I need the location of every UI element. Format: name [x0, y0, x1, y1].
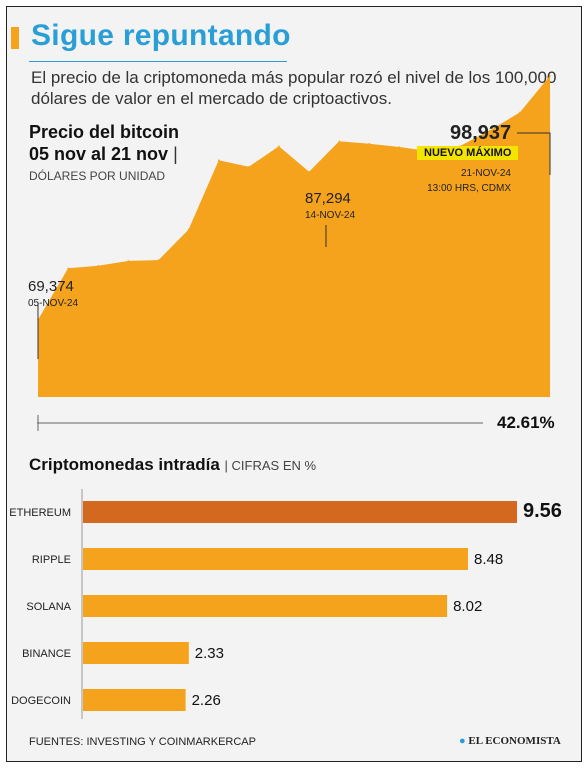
- price-point: [127, 260, 130, 262]
- new-high-badge: NUEVO MÁXIMO: [417, 146, 519, 160]
- publisher-name: EL ECONOMISTA: [468, 735, 561, 747]
- line-chart-title-line1: Precio del bitcoin: [29, 122, 180, 142]
- mid-value-label: 87,294: [305, 190, 351, 207]
- bar-ripple: [83, 548, 468, 570]
- price-point: [368, 142, 371, 145]
- value-label: 8.02: [453, 598, 482, 615]
- price-point: [217, 159, 220, 162]
- price-point: [488, 129, 491, 132]
- page-subtitle: El precio de la criptomoneda más popular…: [31, 68, 557, 108]
- bar-dogecoin: [83, 689, 186, 711]
- price-point: [67, 267, 69, 270]
- bar-chart-title: Criptomonedas intradía | CIFRAS EN %: [29, 455, 317, 474]
- start-value-label: 69,374: [28, 278, 74, 295]
- price-point: [549, 74, 551, 77]
- category-label: SOLANA: [26, 601, 71, 613]
- price-point: [157, 259, 160, 261]
- end-time-label: 13:00 HRS, CDMX: [427, 183, 511, 194]
- price-point: [519, 111, 521, 114]
- price-point: [308, 171, 310, 173]
- category-label: ETHEREUM: [9, 507, 71, 519]
- line-chart-unit: DÓLARES POR UNIDAD: [29, 169, 166, 183]
- price-point: [248, 166, 250, 168]
- category-label: DOGECOIN: [11, 695, 71, 707]
- bar-chart-title-text: Criptomonedas intradía: [29, 455, 220, 474]
- category-label: RIPPLE: [32, 554, 71, 566]
- price-point: [338, 140, 340, 143]
- bar-binance: [83, 642, 189, 664]
- page-title: Sigue repuntando: [31, 19, 291, 52]
- mid-date-label: 14-NOV-24: [305, 210, 355, 221]
- crypto-bar-chart: ETHEREUM 9.56 RIPPLE 8.48 SOLANA 8.02 BINANCE 2…: [9, 489, 562, 719]
- value-label: 8.48: [474, 551, 503, 568]
- price-point: [278, 145, 280, 147]
- bar-chart-unit: CIFRAS EN %: [231, 458, 317, 473]
- publisher-logo: ● EL ECONOMISTA: [459, 735, 561, 747]
- line-chart-title: Precio del bitcoin 05 nov al 21 nov |: [29, 122, 180, 164]
- change-percent: 42.61%: [497, 413, 555, 432]
- end-callout-line: [517, 132, 551, 175]
- globe-icon: ●: [459, 735, 466, 747]
- price-point: [398, 146, 401, 148]
- start-date-label: 05-NOV-24: [28, 298, 78, 309]
- price-point: [187, 228, 190, 231]
- value-label: 2.33: [195, 645, 224, 662]
- price-point: [97, 265, 100, 267]
- source-note: FUENTES: INVESTING Y COINMARKERCAP: [29, 736, 256, 748]
- category-label: BINANCE: [22, 648, 71, 660]
- infographic-frame: Sigue repuntando El precio de la criptom…: [6, 6, 582, 762]
- end-date-label: 21-NOV-24: [461, 168, 511, 179]
- bar-solana: [83, 595, 448, 617]
- title-accent-bar: [11, 27, 19, 49]
- title-underline: [29, 61, 287, 62]
- value-label: 9.56: [523, 500, 562, 522]
- line-chart-title-line2: 05 nov al 21 nov: [29, 144, 169, 164]
- value-label: 2.26: [192, 692, 221, 709]
- bar-ethereum: [83, 501, 517, 523]
- end-value-label: 98,937: [450, 122, 511, 144]
